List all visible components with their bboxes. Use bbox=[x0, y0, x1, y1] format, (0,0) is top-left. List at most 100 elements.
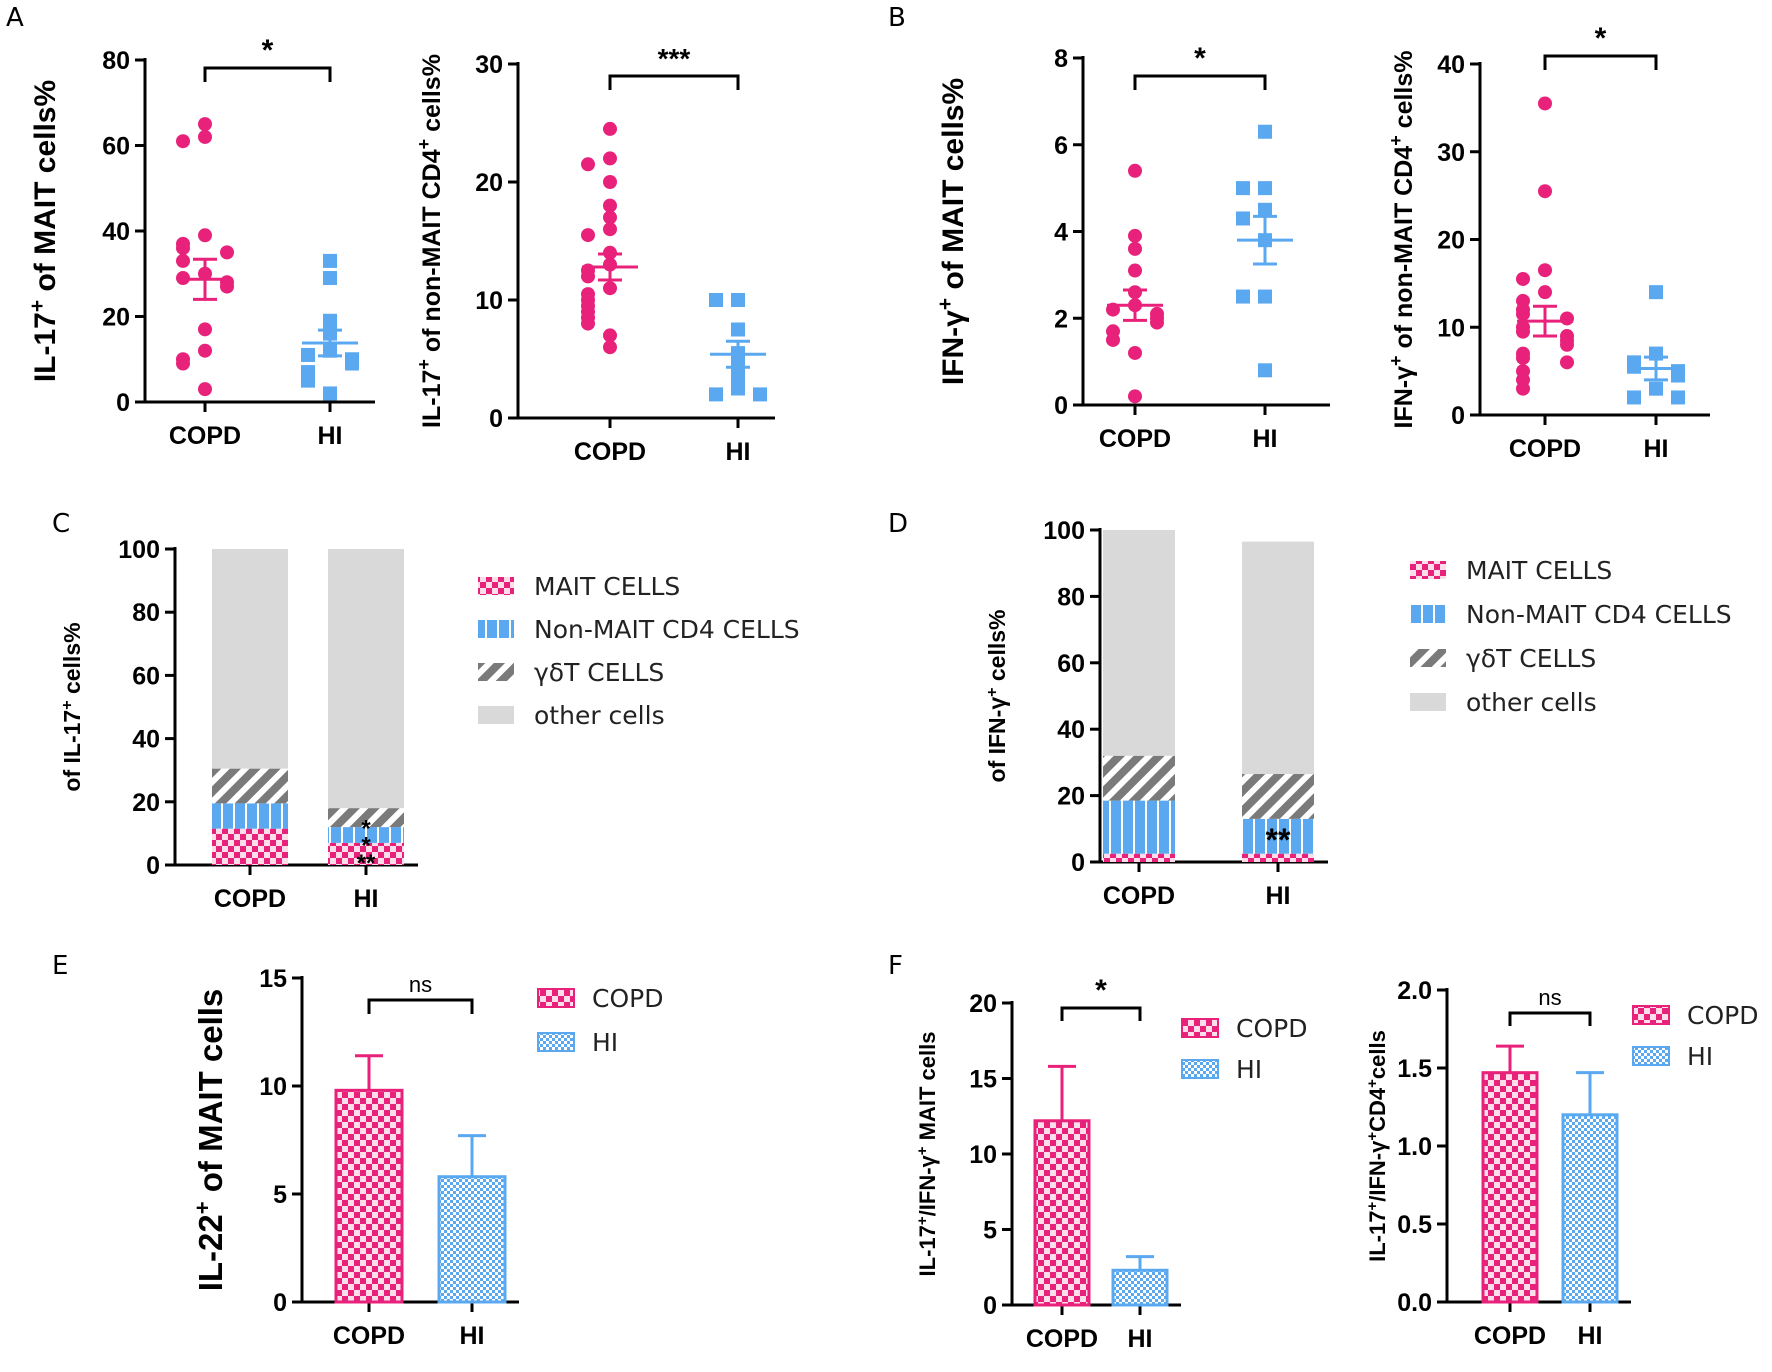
significance-label: ns bbox=[409, 972, 432, 997]
stacked-bar-copd bbox=[1103, 530, 1175, 862]
data-point bbox=[603, 328, 617, 343]
data-point bbox=[323, 253, 337, 268]
data-point bbox=[1128, 263, 1142, 278]
legend-label: HI bbox=[1687, 1042, 1713, 1071]
legend-swatch bbox=[478, 706, 514, 724]
legend-label: γδT CELLS bbox=[534, 658, 664, 687]
data-point bbox=[581, 228, 595, 243]
bar-copd bbox=[1033, 1064, 1091, 1307]
data-point bbox=[345, 356, 359, 371]
bar-segment-other-cells bbox=[212, 549, 288, 769]
data-point bbox=[1128, 163, 1142, 178]
y-tick-label: 1.5 bbox=[1397, 1055, 1432, 1083]
axes-c: 0 20 40 60 80 100 COPD HI bbox=[118, 536, 418, 913]
axes-b1: 0 2 4 6 8 COPD HI bbox=[1054, 45, 1330, 453]
y-tick-label: 60 bbox=[102, 133, 130, 161]
bar-segment-non-mait-cd4-cells bbox=[1103, 800, 1175, 854]
data-point bbox=[1236, 211, 1250, 226]
axes-b2: 0 10 20 30 40 COPD HI bbox=[1437, 51, 1710, 463]
data-point bbox=[581, 269, 595, 284]
y-tick-label: 20 bbox=[102, 304, 130, 332]
bracket-line bbox=[608, 74, 740, 90]
bar-segment--t-cells bbox=[1242, 774, 1314, 819]
legend-swatch bbox=[1410, 605, 1446, 623]
bar-fill bbox=[1561, 1113, 1619, 1304]
y-tick-label: 5 bbox=[983, 1217, 997, 1245]
data-point bbox=[198, 228, 212, 243]
y-tick-label: 100 bbox=[118, 536, 160, 564]
x-tick-label: COPD bbox=[1474, 1322, 1546, 1350]
y-tick-label: 10 bbox=[475, 287, 503, 315]
y-tick-label: 30 bbox=[475, 51, 503, 79]
series-hi bbox=[1236, 124, 1293, 378]
bar-segment-mait-cells bbox=[212, 828, 288, 865]
bar-copd bbox=[1481, 1044, 1539, 1304]
bar-segment--t-cells bbox=[328, 808, 404, 828]
bar-segment-non-mait-cd4-cells bbox=[212, 803, 288, 829]
y-tick-label: 0 bbox=[146, 852, 160, 880]
data-point bbox=[323, 271, 337, 286]
y-tick-label: 0.5 bbox=[1397, 1211, 1432, 1239]
y-tick-label: 5 bbox=[273, 1181, 287, 1209]
y-tick-label: 15 bbox=[969, 1066, 997, 1094]
bracket-line bbox=[1133, 74, 1267, 90]
significance-label: *** bbox=[658, 43, 691, 74]
y-axis-label: of IFN-γ+ cells% bbox=[984, 610, 1011, 783]
data-point bbox=[603, 151, 617, 166]
legend-swatch bbox=[478, 577, 514, 595]
x-tick-label: HI bbox=[726, 438, 751, 466]
legend-label: other cells bbox=[534, 701, 665, 730]
data-point bbox=[1671, 368, 1685, 383]
legend-label: MAIT CELLS bbox=[1466, 556, 1612, 585]
significance-bracket: * bbox=[1060, 974, 1142, 1021]
bar-segment--t-cells bbox=[1103, 755, 1175, 801]
y-tick-label: 0 bbox=[116, 389, 130, 417]
legend-label: COPD bbox=[592, 984, 663, 1013]
x-tick-label: HI bbox=[1266, 882, 1291, 910]
data-point bbox=[731, 322, 745, 337]
x-tick-label: HI bbox=[318, 422, 343, 450]
y-tick-label: 20 bbox=[1437, 227, 1465, 255]
significance-label: * bbox=[361, 833, 371, 860]
significance-bracket: * bbox=[1543, 22, 1658, 70]
panel-label-f: F bbox=[888, 951, 903, 981]
data-point bbox=[1538, 285, 1552, 300]
y-tick-label: 20 bbox=[132, 789, 160, 817]
data-point bbox=[603, 281, 617, 296]
y-tick-label: 6 bbox=[1054, 132, 1068, 160]
data-point bbox=[1128, 241, 1142, 256]
significance-label: * bbox=[262, 34, 274, 67]
y-tick-label: 80 bbox=[102, 47, 130, 75]
data-point bbox=[198, 343, 212, 358]
legend: MAIT CELLS Non-MAIT CD4 CELLS γδT CELLS oth… bbox=[478, 572, 800, 730]
panel-label-a: A bbox=[6, 3, 24, 33]
x-tick-label: HI bbox=[460, 1322, 485, 1350]
stacked-bar-hi bbox=[1242, 541, 1314, 862]
y-tick-label: 30 bbox=[1437, 139, 1465, 167]
data-point bbox=[753, 387, 767, 402]
legend: MAIT CELLS Non-MAIT CD4 CELLS γδT CELLS oth… bbox=[1410, 556, 1732, 717]
data-point bbox=[1560, 311, 1574, 326]
legend-swatch bbox=[1410, 561, 1446, 579]
data-point bbox=[1516, 324, 1530, 339]
data-point bbox=[731, 381, 745, 396]
legend-swatch bbox=[537, 1032, 575, 1052]
bar-segment-mait-cells bbox=[1242, 853, 1314, 862]
y-tick-label: 0 bbox=[983, 1292, 997, 1320]
series-copd bbox=[581, 121, 638, 355]
axes-a2: 0 10 20 30 COPD HI bbox=[475, 51, 775, 466]
bar-segment-mait-cells bbox=[328, 842, 404, 865]
bracket-line bbox=[203, 66, 332, 82]
legend-label: other cells bbox=[1466, 688, 1597, 717]
y-tick-label: 60 bbox=[1057, 650, 1085, 678]
significance-label: * bbox=[1595, 22, 1607, 55]
data-point bbox=[1258, 202, 1272, 217]
bar-segment-other-cells bbox=[1103, 530, 1175, 756]
data-point bbox=[709, 387, 723, 402]
panel-label-d: D bbox=[888, 509, 908, 539]
y-tick-label: 10 bbox=[259, 1073, 287, 1101]
bracket-line bbox=[1508, 1011, 1592, 1026]
series-hi bbox=[301, 253, 359, 401]
legend-label: Non-MAIT CD4 CELLS bbox=[534, 615, 800, 644]
